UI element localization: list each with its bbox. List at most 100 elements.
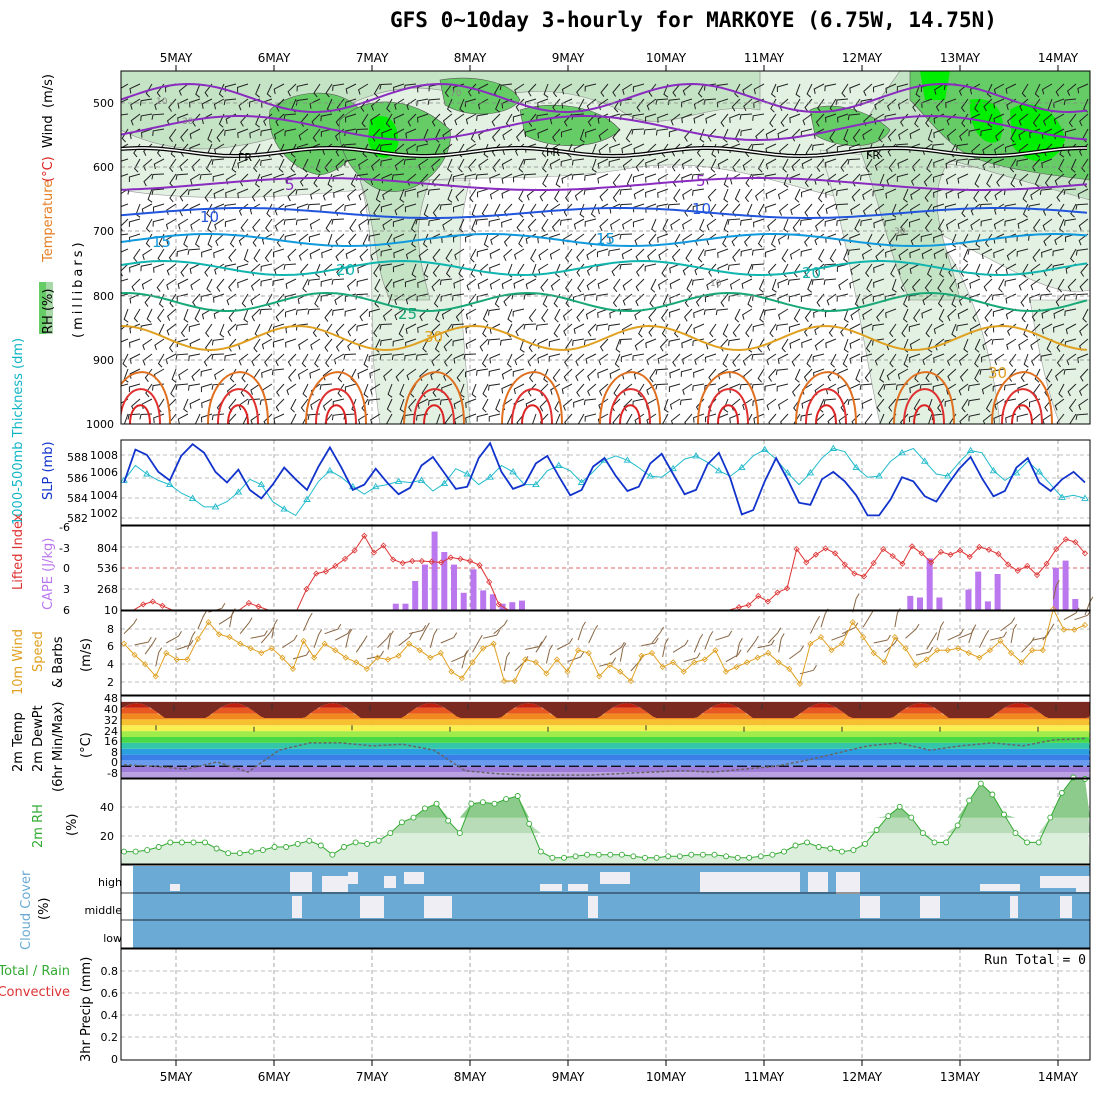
wind-barb [216,278,225,292]
wind-barb [298,248,309,261]
wind-barb [302,158,309,173]
wind-barb [431,323,441,337]
wind-barb [614,353,621,368]
wind-barb [250,278,261,291]
cape-bar [509,602,516,610]
wind-barb [1010,173,1017,188]
wind-barb [789,113,801,124]
wind-barb [1067,383,1077,397]
wind-barb [431,278,441,292]
lifted-index-point [870,560,877,567]
wind-barb [1022,188,1029,203]
thickness-line-point [921,457,929,464]
rh2m-tick-20: 20 [100,830,114,843]
wind-barb [979,368,993,375]
thickness-line-point [623,456,632,463]
wind-barb [179,203,189,217]
wind-barb [440,293,453,302]
cape-bar [907,595,914,610]
wind-barb [631,128,645,135]
wind-barb [956,143,969,151]
wind-barb [680,368,693,377]
wind-barb [287,83,297,97]
wind-barb [512,368,525,377]
wind-barb [563,323,573,337]
wind-barb [768,368,777,382]
wind-barb [585,353,597,364]
wind-barb [959,128,969,141]
wind-barb [872,323,885,331]
wind-barb [418,158,429,170]
wind-barb [145,218,153,233]
rh2m-point [433,800,440,807]
wind-barb [847,248,861,256]
rh2m-point [653,854,660,861]
wind-barb [910,188,921,200]
wind-barb [933,248,945,259]
wind-barb [552,368,561,382]
wind-barb [800,293,813,302]
contour-label-15a: 15 [152,233,171,251]
wind-speed-point [1029,647,1036,654]
wind-barb [769,323,777,338]
contour-10 [121,207,1088,219]
wind-barb [121,158,129,162]
wind-barb [946,383,957,395]
wind-barb [489,278,501,290]
wind-barb [722,128,729,143]
wind-barb [890,263,897,278]
thickness-line-point [738,463,746,471]
wind-barb [483,233,489,248]
wind-barb [757,338,765,353]
wind-barb [1017,383,1029,394]
wind-barb [465,308,477,320]
wind-barb [727,263,741,271]
wind-barb [770,83,777,98]
cloud-gap [424,896,452,918]
wind-barb [335,338,345,352]
wind-tick-2: 2 [107,676,114,689]
wind-barb [817,98,825,113]
rh2m-point [294,840,301,847]
wind-barb [825,188,837,198]
wind-barb [823,398,837,405]
wind-barb-10m [556,637,573,650]
wind-barb [1066,83,1077,96]
wind-barb [741,278,753,289]
wind-barb [576,248,585,262]
wind-barb [307,278,321,286]
wind-barb [849,278,861,289]
wind-barb [961,113,969,128]
panel-frame [120,439,1091,526]
wind-barb [516,218,525,232]
wind-barb [694,353,705,365]
wind-barb [1054,173,1065,186]
wind-barb [453,353,465,364]
wind-barb [348,233,357,247]
wind-barb [146,308,153,323]
wind-barb [415,353,429,361]
wind-barb [827,413,837,424]
wind-barb [400,413,405,424]
wind-barb [1030,188,1041,201]
contour-label-20a: 20 [336,261,355,279]
wind-barb [405,248,417,260]
wind-barb [765,128,777,140]
wind-speed-point [458,675,465,682]
wind-barb [840,323,849,337]
wind-barb [370,113,381,125]
wind-barb [1016,248,1029,257]
wind-barb [309,98,321,109]
date-bottom-0: 5MAY [160,1070,193,1084]
wind-barb [709,323,717,338]
rh2m-area-dark [121,777,1090,818]
wind-barb [583,338,597,346]
contour-35-loop [403,371,465,424]
cape-bar [926,558,933,610]
wind-barb [655,383,669,390]
wind-barb [751,263,765,270]
wind-barb [864,368,873,383]
wind-barb [264,353,273,367]
wind-barb [898,263,909,275]
wind-barb [612,128,621,142]
